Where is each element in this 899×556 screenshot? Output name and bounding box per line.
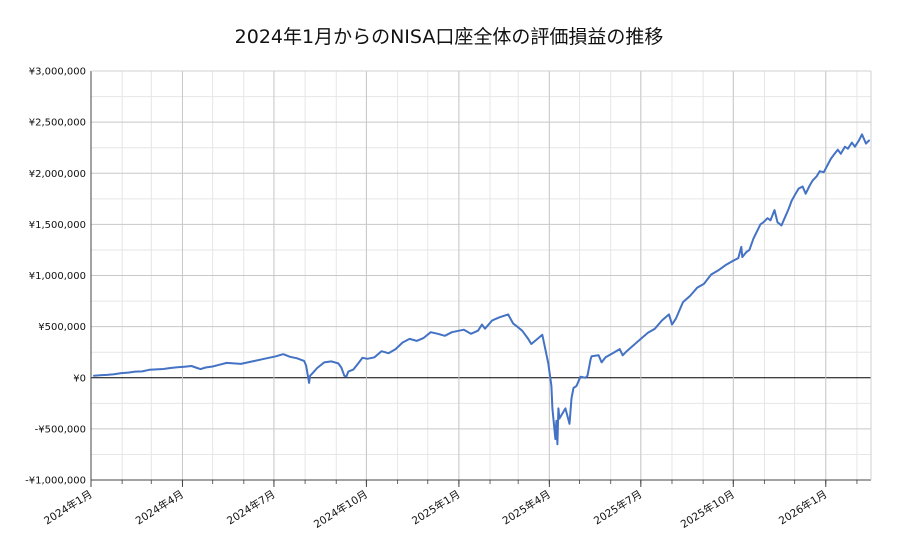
y-tick-label: ¥500,000 [38, 322, 86, 333]
y-tick-label: ¥0 [73, 373, 86, 384]
x-tick-label: 2024年4月 [133, 488, 186, 528]
y-tick-label: ¥2,500,000 [29, 118, 86, 129]
y-tick-label: -¥1,000,000 [25, 476, 86, 487]
x-tick-label: 2024年7月 [224, 488, 277, 528]
chart-title: 2024年1月からのNISA口座全体の評価損益の推移 [235, 26, 664, 48]
series-line [93, 133, 870, 446]
y-axis-tick-labels: -¥1,000,000 -¥500,000 ¥0 ¥500,000 ¥1,000,000… [25, 67, 86, 487]
x-tick-label: 2026年1月 [776, 488, 829, 528]
grid [90, 70, 871, 481]
y-tick-label: ¥2,000,000 [29, 169, 86, 180]
x-tick-label: 2025年10月 [678, 488, 737, 531]
y-tick-label: ¥1,000,000 [29, 271, 86, 282]
y-tick-label: ¥3,000,000 [29, 67, 86, 78]
y-tick-label: ¥1,500,000 [29, 220, 86, 231]
x-tick-label: 2025年4月 [500, 488, 553, 528]
series-layer [93, 133, 870, 446]
x-tick-label: 2025年7月 [591, 488, 644, 528]
x-tick-label: 2024年1月 [42, 488, 95, 528]
x-tick-label: 2024年10月 [311, 488, 370, 531]
x-tick-label: 2025年1月 [409, 488, 462, 528]
x-axis-tick-labels: 2024年1月 2024年4月 2024年7月 2024年10月 2025年1月 2025… [42, 488, 830, 531]
axes [90, 70, 872, 487]
y-tick-label: -¥500,000 [35, 424, 86, 435]
